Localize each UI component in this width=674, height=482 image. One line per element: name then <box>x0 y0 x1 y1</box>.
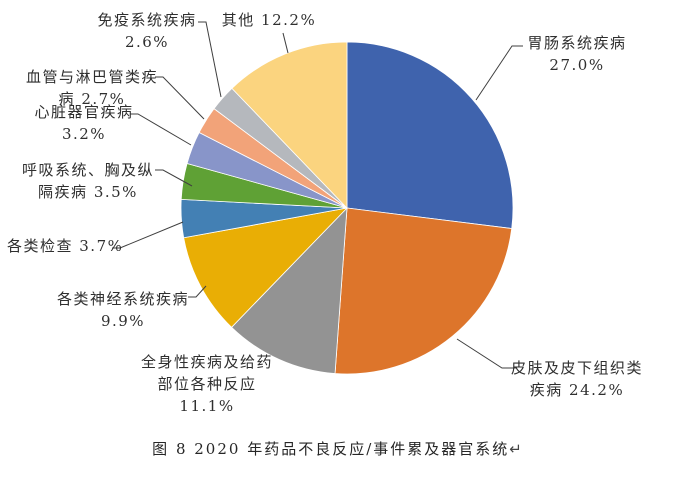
slice-callout-7: 血管与淋巴管类疾病 2.7% <box>26 66 158 110</box>
callout-line: 病 2.7% <box>58 90 126 108</box>
pie-slice-3 <box>183 207 348 328</box>
slice-callout-0: 胃肠系统疾病 27.0% <box>527 32 626 76</box>
pie-slice-9 <box>231 41 348 209</box>
slice-callout-8: 免疫系统疾病 2.6% <box>97 9 196 53</box>
callout-line: 3.2% <box>61 125 107 143</box>
callout-line: 9.9% <box>100 312 146 330</box>
leader-line-4 <box>112 221 184 249</box>
callout-line: 呼吸系统、胸及纵 <box>21 161 155 179</box>
callout-line: 其他 12.2% <box>221 11 317 29</box>
callout-line: 全身性疾病及给药 <box>140 353 274 371</box>
callout-line: 各类检查 3.7% <box>7 237 124 255</box>
callout-line: 皮肤及皮下组织类 <box>510 359 644 377</box>
callout-line: 疾病 24.2% <box>529 381 625 399</box>
callout-line: 2.6% <box>124 33 170 51</box>
leader-line-5 <box>155 169 193 187</box>
leader-line-9 <box>282 32 289 54</box>
callout-line: 27.0% <box>549 56 605 74</box>
leader-line-8 <box>198 21 222 98</box>
leader-line-6 <box>130 113 192 146</box>
slice-callout-4: 各类检查 3.7% <box>7 235 123 257</box>
slice-callout-9: 其他 12.2% <box>222 9 316 31</box>
slice-callout-1: 皮肤及皮下组织类 疾病 24.2% <box>511 357 643 401</box>
callout-line: 部位各种反应 <box>157 375 257 393</box>
pie-slice-2 <box>231 207 348 374</box>
slice-callout-6: 心脏器官疾病 3.2% <box>34 101 133 145</box>
figure-caption: 图 8 2020 年药品不良反应/事件累及器官系统↵ <box>0 438 674 459</box>
slice-callout-5: 呼吸系统、胸及纵 隔疾病 3.5% <box>22 159 154 203</box>
pie-slice-1 <box>334 207 513 375</box>
callout-line: 各类神经系统疾病 <box>56 290 190 308</box>
callout-line: 心脏器官疾病 <box>34 103 134 121</box>
callout-line: 隔疾病 3.5% <box>38 183 138 201</box>
callout-line: 免疫系统疾病 <box>97 11 197 29</box>
callout-line: 胃肠系统疾病 <box>527 34 627 52</box>
leader-line-1 <box>456 338 516 369</box>
figure-caption-text: 图 8 2020 年药品不良反应/事件累及器官系统 <box>152 440 510 458</box>
leader-line-0 <box>475 45 523 101</box>
leader-line-3 <box>188 285 207 298</box>
pie-slice-0 <box>346 41 514 229</box>
paragraph-mark-icon: ↵ <box>509 440 522 458</box>
slice-callout-3: 各类神经系统疾病 9.9% <box>57 288 189 332</box>
leader-line-7 <box>155 76 205 120</box>
slice-callout-2: 全身性疾病及给药 部位各种反应 11.1% <box>141 351 273 417</box>
callout-line: 11.1% <box>179 397 235 415</box>
callout-line: 血管与淋巴管类疾 <box>25 68 159 86</box>
